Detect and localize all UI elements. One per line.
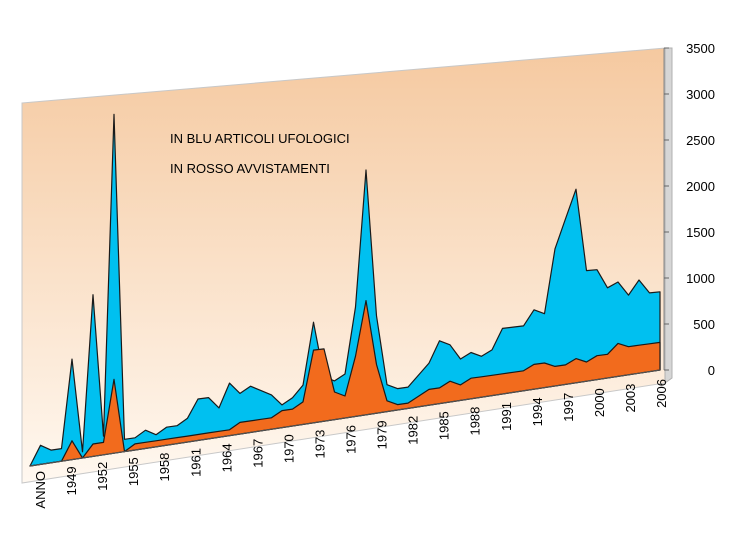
x-tick-label: 1955 [126,457,141,486]
x-tick-label: 1979 [375,420,390,449]
x-tick-label: 1967 [250,439,265,468]
y-tick-label: 1000 [686,271,715,286]
x-tick-label: ANNO [33,471,48,509]
y-tick-label: 500 [693,317,715,332]
x-tick-label: 1973 [312,430,327,459]
y-tick-label: 3000 [686,87,715,102]
x-tick-label: 1970 [281,434,296,463]
x-tick-label: 1961 [188,448,203,477]
x-tick-label: 1997 [561,393,576,422]
y-tick-label: 3500 [686,41,715,56]
x-tick-label: 1988 [468,407,483,436]
x-tick-label: 1964 [219,443,234,472]
annotation-blue: IN BLU ARTICOLI UFOLOGICI [170,131,350,146]
y-axis-ticks: 0 500 1000 1500 2000 2500 3000 3500 [664,41,715,378]
x-tick-label: 1994 [530,397,545,426]
x-tick-label: 1991 [499,402,514,431]
x-tick-label: 2006 [654,379,669,408]
x-axis-ticks: ANNO 1949 1952 1955 1958 1961 1964 1967 1970 1973… [33,379,669,509]
x-tick-label: 1985 [437,411,452,440]
y-tick-label: 2500 [686,133,715,148]
x-tick-label: 2000 [592,388,607,417]
series-layer [29,113,661,467]
x-tick-label: 2003 [623,384,638,413]
series-area-1 [29,300,661,467]
x-tick-label: 1958 [157,453,172,482]
side-wall [664,47,673,384]
annotation-red: IN ROSSO AVVISTAMENTI [170,161,330,176]
floor-edge [29,369,661,467]
x-tick-label: 1982 [406,416,421,445]
x-tick-label: 1976 [344,425,359,454]
y-tick-label: 2000 [686,179,715,194]
x-tick-label: 1952 [95,462,110,491]
y-tick-label: 0 [708,363,715,378]
y-tick-label: 1500 [686,225,715,240]
x-tick-label: 1949 [64,466,79,495]
